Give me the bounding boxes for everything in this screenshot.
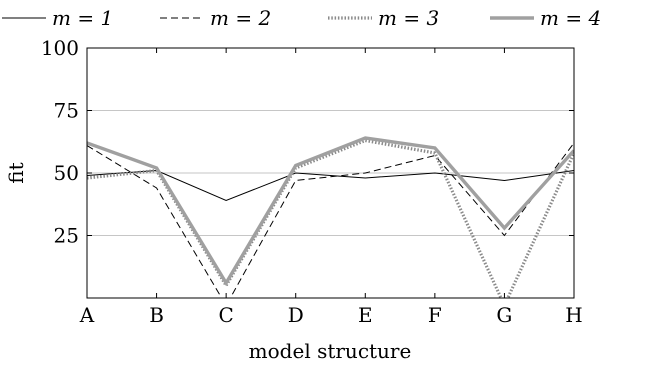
x-tick-label: E	[358, 303, 373, 327]
legend-label-m2: m = 2	[210, 6, 271, 30]
legend-label-m3: m = 3	[378, 6, 439, 30]
x-tick-label: F	[428, 303, 442, 327]
x-tick-label: B	[149, 303, 164, 327]
series-line-m1	[87, 169, 574, 202]
y-tick-label: 75	[54, 99, 79, 123]
y-axis: 25 50 75 100	[41, 36, 574, 248]
series-line-m2	[87, 142, 574, 298]
x-tick-label: H	[565, 303, 582, 327]
y-tick-label: 25	[54, 224, 79, 248]
series-line-m4	[87, 136, 574, 287]
y-tick-label: 100	[41, 36, 79, 60]
y-axis-label: fit	[4, 162, 28, 183]
legend-label-m4: m = 4	[540, 6, 601, 30]
legend-label-m1: m = 1	[52, 6, 113, 30]
x-tick-label: D	[288, 303, 304, 327]
x-tick-label: C	[218, 303, 233, 327]
grid-lines	[87, 110, 574, 236]
x-axis-label: model structure	[249, 339, 412, 363]
x-axis: A B C D E F G H	[79, 48, 583, 327]
legend: m = 1 m = 2 m = 3 m = 4	[2, 6, 601, 30]
series-layer	[87, 136, 574, 298]
y-tick-label: 50	[54, 161, 79, 185]
x-tick-label: G	[496, 303, 512, 327]
x-tick-label: A	[79, 303, 95, 327]
